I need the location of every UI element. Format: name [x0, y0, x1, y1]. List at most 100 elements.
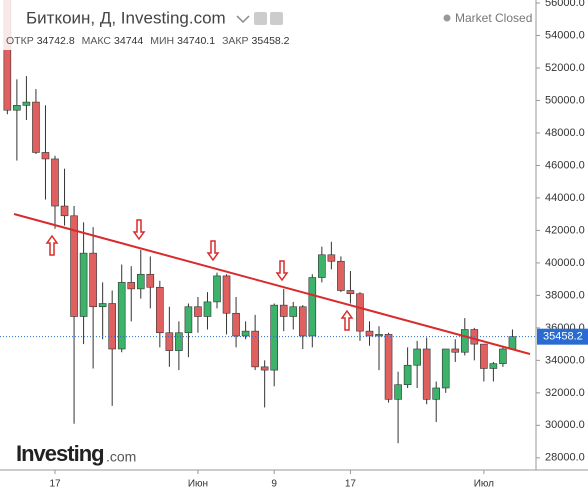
candle-body [146, 273, 155, 288]
candle-body [241, 330, 250, 337]
dropdown-icon[interactable] [236, 15, 250, 24]
candle-body [222, 275, 231, 314]
trend-line [13, 213, 531, 355]
eye-icon[interactable] [254, 12, 267, 25]
settings-icon[interactable] [270, 12, 283, 25]
candle-body [508, 336, 517, 350]
candle-body [98, 303, 107, 308]
candle-body [422, 348, 431, 400]
y-tick-label: 30000.0 [545, 419, 585, 431]
candle-body [175, 332, 183, 351]
candle-body [441, 348, 450, 389]
candle-body [327, 254, 336, 262]
candle-body [318, 254, 326, 278]
candle-body [41, 152, 50, 160]
candle-body [460, 329, 469, 353]
candle-body [384, 334, 393, 400]
logo-name: Investing [16, 441, 104, 466]
x-tick-label: Июл [474, 479, 494, 490]
logo-suffix: .com [106, 449, 136, 465]
candle-body [70, 215, 78, 317]
candle-body [346, 290, 355, 295]
arrow-down [275, 260, 289, 282]
arrow-down [132, 219, 146, 241]
candle-body [60, 205, 69, 217]
candle-body [413, 348, 421, 366]
y-tick-label: 28000.0 [545, 452, 585, 464]
candle-body [22, 101, 31, 106]
x-tick-label: 9 [271, 479, 277, 490]
y-tick-label: 50000.0 [545, 94, 585, 106]
candle-body [308, 277, 317, 337]
candle-body [432, 387, 441, 400]
x-tick-label: Июн [188, 479, 208, 490]
candle-body [251, 330, 259, 368]
ohlc-label: ЗАКР [222, 35, 248, 47]
ohlc-value: 35458.2 [252, 35, 290, 47]
candle-body [365, 330, 374, 337]
candle-body [356, 293, 364, 332]
y-tick-label: 44000.0 [545, 192, 585, 204]
ohlc-value: 34744 [114, 35, 143, 47]
ohlc-header: ОТКР 34742.8 МАКС 34744 МИН 34740.1 ЗАКР 35458.… [6, 35, 290, 47]
y-tick-label: 38000.0 [545, 289, 585, 301]
y-tick-label: 32000.0 [545, 387, 585, 399]
ohlc-label: МАКС [82, 35, 112, 47]
candle-body [394, 384, 402, 400]
candle-body [480, 343, 488, 369]
arrows [45, 219, 354, 331]
candle-body [136, 273, 145, 290]
candle-body [51, 158, 59, 207]
candle-body [13, 105, 21, 111]
candle-body [89, 252, 97, 308]
candle-body [165, 332, 174, 351]
candle-body [279, 304, 288, 317]
candle-body [260, 366, 269, 371]
chart-title: Биткоин, Д, Investing.com [26, 8, 226, 27]
candle-body [289, 306, 298, 317]
y-tick-label: 54000.0 [545, 29, 585, 41]
ohlc-label: МИН [150, 35, 174, 47]
candle-body [213, 275, 221, 303]
candle-body [375, 334, 383, 337]
market-status: Market Closed [455, 11, 532, 25]
last-price-box [537, 328, 588, 345]
status-dot [443, 14, 451, 22]
candle-body [337, 260, 345, 291]
ohlc-value: 34740.1 [177, 35, 215, 47]
candle-body [489, 363, 498, 369]
candle-body [194, 306, 202, 317]
candle-body [108, 303, 116, 350]
candle-body [298, 306, 307, 337]
plot-area [0, 0, 536, 444]
ohlc-value: 34742.8 [37, 35, 75, 47]
candle-body [32, 101, 40, 153]
y-tick-label: 46000.0 [545, 159, 585, 171]
candle-body [403, 364, 412, 386]
last-price-label: 35458.2 [543, 331, 583, 343]
candle-body [117, 282, 126, 350]
candle-body [499, 348, 507, 364]
arrow-up [340, 309, 354, 331]
candle-body [232, 312, 240, 337]
candle-body [184, 306, 193, 334]
candle-body [127, 282, 136, 290]
candle-body [203, 301, 212, 317]
candle-body [451, 348, 460, 353]
x-tick-label: 17 [49, 479, 61, 490]
ohlc-label: ОТКР [6, 35, 34, 47]
y-tick-label: 42000.0 [545, 224, 585, 236]
x-tick-label: 17 [345, 479, 357, 490]
y-tick-label: 34000.0 [545, 354, 585, 366]
y-tick-label: 52000.0 [545, 62, 585, 74]
candle-body [79, 252, 88, 317]
y-tick-label: 40000.0 [545, 257, 585, 269]
candle-body [156, 286, 164, 334]
arrow-down [206, 240, 220, 262]
candle-body [270, 304, 278, 371]
header-bg [0, 0, 536, 50]
candle-body [3, 0, 12, 111]
y-tick-label: 56000.0 [545, 0, 585, 9]
y-tick-label: 48000.0 [545, 127, 585, 139]
